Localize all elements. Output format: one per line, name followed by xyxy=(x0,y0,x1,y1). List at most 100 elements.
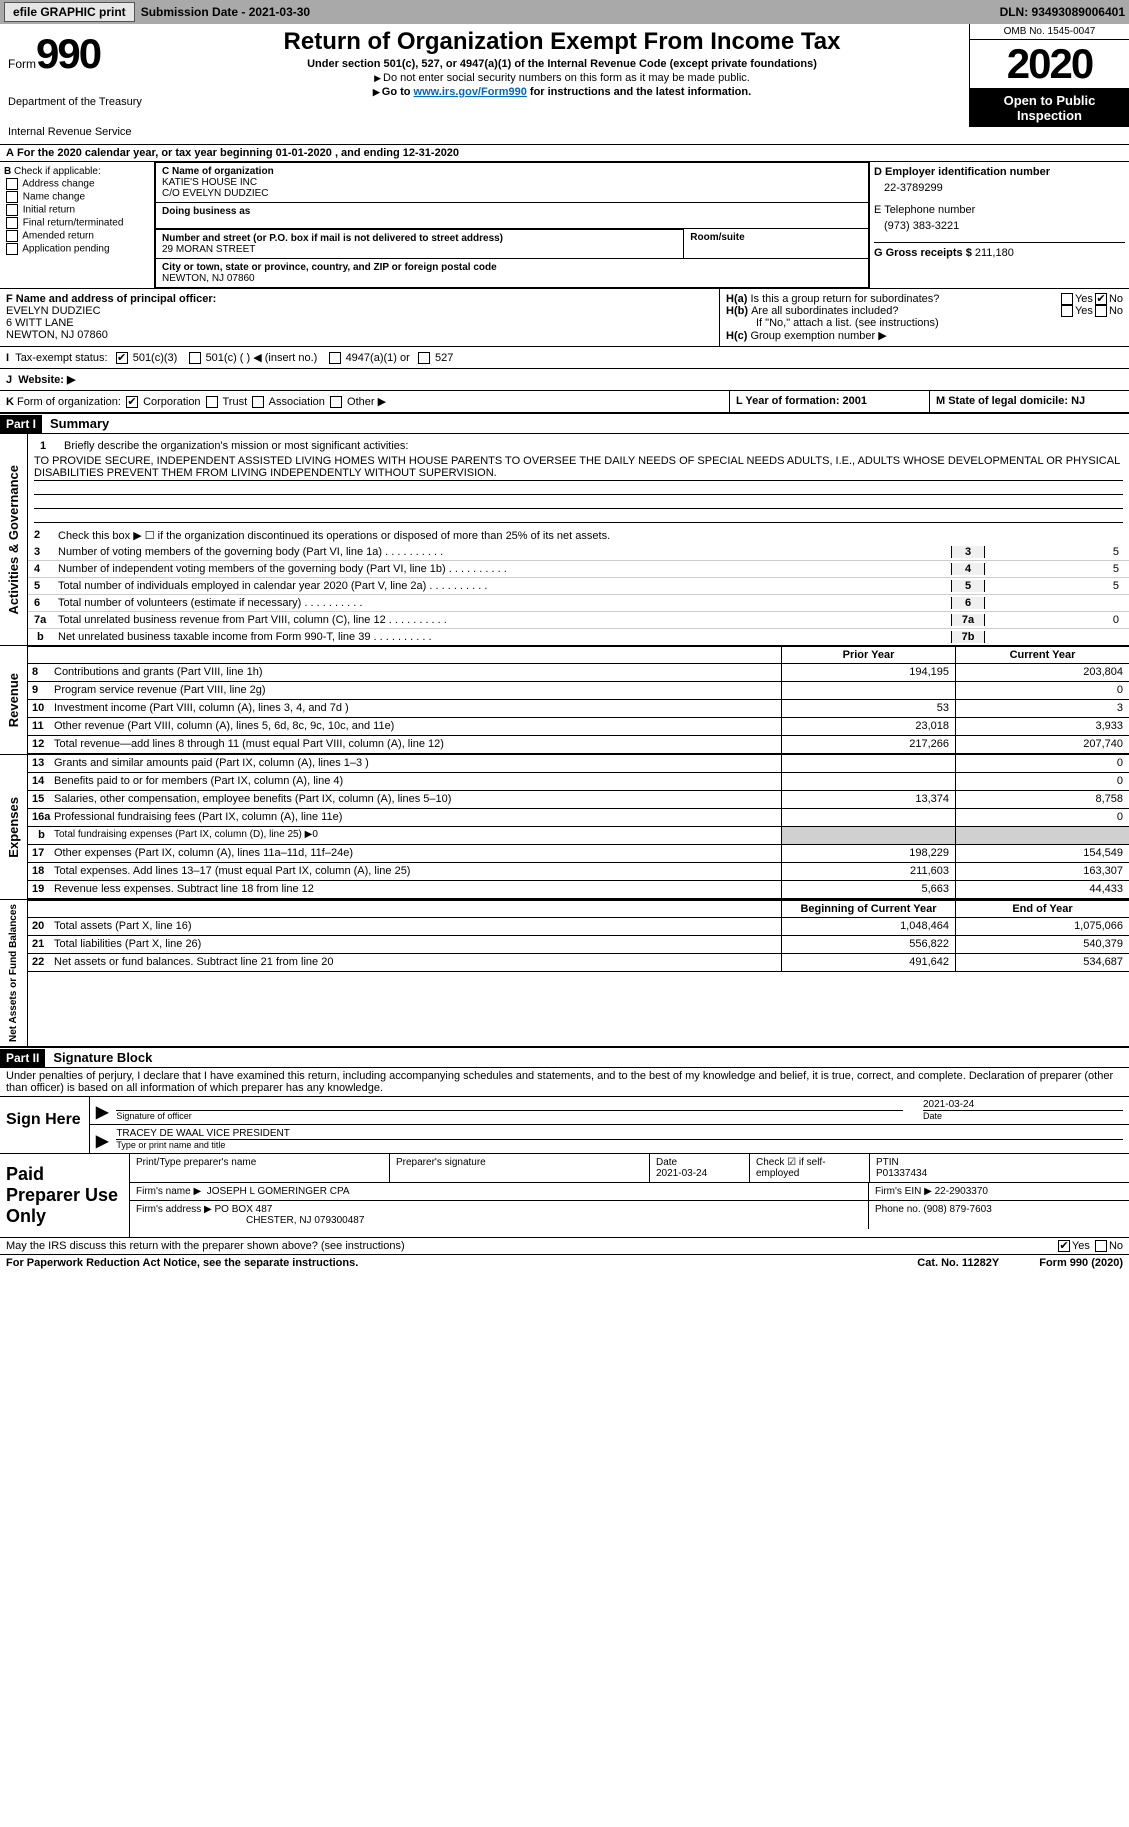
sig-date-caption: Date xyxy=(923,1111,942,1121)
l10-prior: 53 xyxy=(781,700,955,717)
irs-link[interactable]: www.irs.gov/Form990 xyxy=(414,86,527,98)
l17-prior: 198,229 xyxy=(781,845,955,862)
l15-prior: 13,374 xyxy=(781,791,955,808)
side-label-net: Net Assets or Fund Balances xyxy=(6,900,21,1046)
col-prior-year: Prior Year xyxy=(781,647,955,663)
side-label-expenses: Expenses xyxy=(4,793,23,862)
expenses-section: Expenses 13Grants and similar amounts pa… xyxy=(0,755,1129,900)
prep-date: 2021-03-24 xyxy=(656,1168,707,1179)
hb-note: If "No," attach a list. (see instruction… xyxy=(726,317,1123,329)
l10-curr: 3 xyxy=(955,700,1129,717)
gross-receipts-label: G Gross receipts $ xyxy=(874,247,972,259)
l22-end: 534,687 xyxy=(955,954,1129,971)
line-5-val: 5 xyxy=(985,580,1125,592)
chk-corp[interactable] xyxy=(126,396,138,408)
chk-discuss-no[interactable] xyxy=(1095,1240,1107,1252)
form-header: Form990 Department of the Treasury Inter… xyxy=(0,24,1129,145)
form-ref: Form 990 (2020) xyxy=(1039,1257,1123,1269)
chk-other[interactable] xyxy=(330,396,342,408)
box-m: M State of legal domicile: NJ xyxy=(929,391,1129,412)
org-name-label: C Name of organization xyxy=(162,166,862,177)
box-h: H(a) Is this a group return for subordin… xyxy=(719,289,1129,346)
chk-assoc[interactable] xyxy=(252,396,264,408)
irs-discuss-q: May the IRS discuss this return with the… xyxy=(6,1240,1056,1252)
pra-notice: For Paperwork Reduction Act Notice, see … xyxy=(6,1257,358,1269)
cat-no: Cat. No. 11282Y xyxy=(917,1257,999,1269)
l15-curr: 8,758 xyxy=(955,791,1129,808)
form-note-ssn: Do not enter social security numbers on … xyxy=(163,72,961,84)
side-label-revenue: Revenue xyxy=(4,669,23,731)
line-7b-text: Net unrelated business taxable income fr… xyxy=(58,631,951,643)
chk-amended-return[interactable] xyxy=(6,230,18,242)
header-center: Return of Organization Exempt From Incom… xyxy=(155,24,969,102)
line-4-text: Number of independent voting members of … xyxy=(58,563,951,575)
l16b-prior xyxy=(781,827,955,844)
street-value: 29 MORAN STREET xyxy=(162,244,677,255)
officer-addr2: NEWTON, NJ 07860 xyxy=(6,329,713,341)
street-label: Number and street (or P.O. box if mail i… xyxy=(162,233,677,244)
line-7a-text: Total unrelated business revenue from Pa… xyxy=(58,614,951,626)
chk-hb-no[interactable] xyxy=(1095,305,1107,317)
chk-ha-yes[interactable] xyxy=(1061,293,1073,305)
org-name-1: KATIE'S HOUSE INC xyxy=(162,177,862,188)
phone-label: E Telephone number xyxy=(874,204,1125,216)
sig-name-title: TRACEY DE WAAL VICE PRESIDENT xyxy=(116,1128,1123,1139)
l16a-prior xyxy=(781,809,955,826)
box-c: C Name of organization KATIE'S HOUSE INC… xyxy=(155,162,869,288)
gross-receipts-value: 211,180 xyxy=(975,247,1014,259)
l8-curr: 203,804 xyxy=(955,664,1129,681)
firm-phone: (908) 879-7603 xyxy=(923,1204,991,1215)
footer-final: For Paperwork Reduction Act Notice, see … xyxy=(0,1255,1129,1271)
firm-addr2: CHESTER, NJ 079300487 xyxy=(136,1215,364,1226)
dept-treasury: Department of the Treasury xyxy=(8,96,147,108)
chk-address-change[interactable] xyxy=(6,178,18,190)
l8-prior: 194,195 xyxy=(781,664,955,681)
chk-501c[interactable] xyxy=(189,352,201,364)
form-word: Form xyxy=(8,57,36,71)
chk-final-return[interactable] xyxy=(6,217,18,229)
chk-4947[interactable] xyxy=(329,352,341,364)
paid-preparer-section: Paid Preparer Use Only Print/Type prepar… xyxy=(0,1154,1129,1238)
line-4-val: 5 xyxy=(985,563,1125,575)
section-bcdeg: B Check if applicable: Address change Na… xyxy=(0,162,1129,289)
l14-curr: 0 xyxy=(955,773,1129,790)
box-l: L Year of formation: 2001 xyxy=(729,391,929,412)
chk-501c3[interactable] xyxy=(116,352,128,364)
header-right: OMB No. 1545-0047 2020 Open to Public In… xyxy=(969,24,1129,127)
l20-beg: 1,048,464 xyxy=(781,918,955,935)
sig-arrow-icon-2: ▶ xyxy=(96,1131,108,1151)
submission-date-label: Submission Date - 2021-03-30 xyxy=(141,5,310,19)
part2-title: Signature Block xyxy=(45,1048,160,1067)
sig-officer-caption: Signature of officer xyxy=(116,1111,191,1121)
chk-discuss-yes[interactable] xyxy=(1058,1240,1070,1252)
l21-beg: 556,822 xyxy=(781,936,955,953)
firm-ein: 22-2903370 xyxy=(935,1186,988,1197)
chk-initial-return[interactable] xyxy=(6,204,18,216)
l11-prior: 23,018 xyxy=(781,718,955,735)
efile-print-button[interactable]: efile GRAPHIC print xyxy=(4,2,135,22)
section-klm: K Form of organization: Corporation Trus… xyxy=(0,391,1129,413)
ein-label: D Employer identification number xyxy=(874,166,1050,178)
part1-title: Summary xyxy=(42,414,117,433)
section-j: J Website: ▶ xyxy=(0,369,1129,391)
l9-prior xyxy=(781,682,955,699)
mission-q: Briefly describe the organization's miss… xyxy=(64,440,1119,452)
l16b-curr xyxy=(955,827,1129,844)
chk-trust[interactable] xyxy=(206,396,218,408)
note2-pre: Go to xyxy=(382,86,414,98)
chk-ha-no[interactable] xyxy=(1095,293,1107,305)
section-fh: F Name and address of principal officer:… xyxy=(0,289,1129,347)
note2-post: for instructions and the latest informat… xyxy=(527,86,751,98)
chk-name-change[interactable] xyxy=(6,191,18,203)
chk-hb-yes[interactable] xyxy=(1061,305,1073,317)
line-7a-val: 0 xyxy=(985,614,1125,626)
col-beginning: Beginning of Current Year xyxy=(781,901,955,917)
chk-527[interactable] xyxy=(418,352,430,364)
sign-here-row: Sign Here ▶ Signature of officer 2021-03… xyxy=(0,1097,1129,1154)
ein-value: 22-3789299 xyxy=(874,178,1125,204)
chk-application-pending[interactable] xyxy=(6,243,18,255)
room-label: Room/suite xyxy=(690,232,862,243)
box-deg: D Employer identification number 22-3789… xyxy=(869,162,1129,288)
section-i: I Tax-exempt status: 501(c)(3) 501(c) ( … xyxy=(0,347,1129,369)
l13-prior xyxy=(781,755,955,772)
